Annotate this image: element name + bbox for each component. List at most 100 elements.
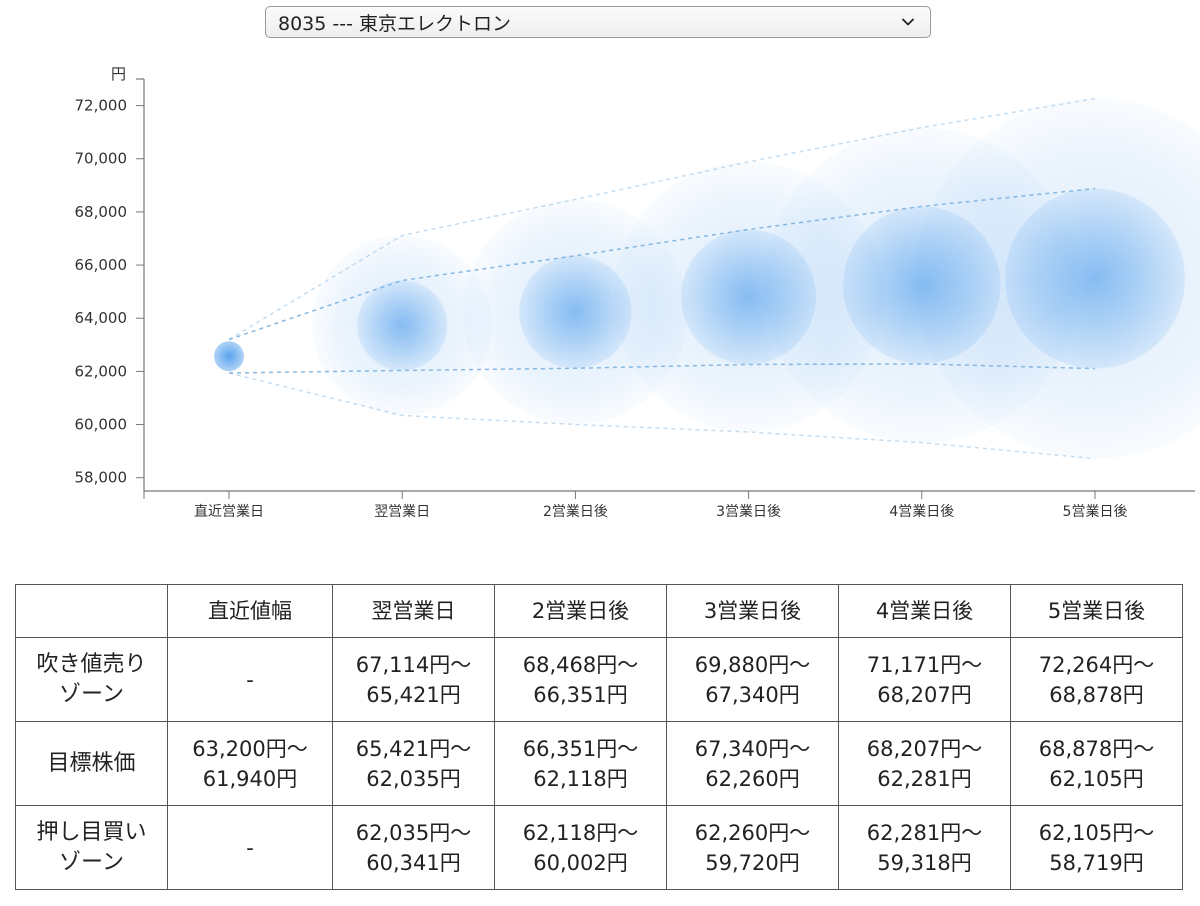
forecast-table: 直近値幅 翌営業日 2営業日後 3営業日後 4営業日後 5営業日後 吹き値売り … [15,584,1183,890]
y-tick-label: 64,000 [75,309,128,327]
row-label-line: 吹き値売り [36,651,147,677]
row-label-line: ゾーン [59,681,124,707]
cell-upper: 63,200円〜 [192,736,308,761]
cell-upper: 65,421円〜 [355,736,472,761]
table-row-target: 目標株価 63,200円〜 61,940円 65,421円〜 62,035円 66,… [15,721,1183,806]
stock-select[interactable]: 8035 --- 東京エレクトロン [265,6,931,38]
cell-value: - [246,667,254,692]
x-tick-label: 2営業日後 [543,504,608,520]
target-bubble [843,206,1001,364]
y-tick-label: 58,000 [75,469,128,487]
cell-upper: 68,468円〜 [522,652,639,677]
dashed-line-layer [228,97,1096,460]
table-cell: 67,114円〜 65,421円 [332,637,495,722]
header-cell: 5営業日後 [1010,584,1183,638]
cell-lower: 62,105円 [1049,766,1144,791]
sell-zone-upper-line [228,97,1096,341]
cell-lower: 68,878円 [1049,682,1144,707]
row-label: 目標株価 [15,721,168,806]
header-cell: 4営業日後 [838,584,1011,638]
y-tick-label: 72,000 [75,97,128,115]
table-cell: 62,105円〜 58,719円 [1010,805,1183,890]
table-cell: 62,260円〜 59,720円 [666,805,839,890]
stock-select-value: 8035 --- 東京エレクトロン [278,12,512,35]
table-cell: 62,118円〜 60,002円 [494,805,667,890]
target-layer [214,188,1186,372]
cell-value: - [246,835,254,860]
table-row-sell-zone: 吹き値売り ゾーン - 67,114円〜 65,421円 68,468円〜 66,3… [15,637,1183,722]
table-cell: 68,207円〜 62,281円 [838,721,1011,806]
cell-lower: 62,260円 [705,766,800,791]
table-cell: 66,351円〜 62,118円 [494,721,667,806]
x-tick-label: 翌営業日 [374,504,430,520]
cell-upper: 71,171円〜 [866,652,983,677]
table-row-buy-zone: 押し目買い ゾーン - 62,035円〜 60,341円 62,118円〜 60,0… [15,805,1183,890]
cell-upper: 68,878円〜 [1038,736,1155,761]
table-cell: 62,281円〜 59,318円 [838,805,1011,890]
y-tick-label: 70,000 [75,150,128,168]
cell-lower: 60,002円 [533,850,628,875]
target-bubble [1004,188,1186,369]
header-cell: 2営業日後 [494,584,667,638]
row-label-line: ゾーン [59,849,124,875]
table-cell: 62,035円〜 60,341円 [332,805,495,890]
x-tick-label: 3営業日後 [716,504,781,520]
row-label-line: 目標株価 [47,750,136,776]
cell-upper: 68,207円〜 [866,736,983,761]
cell-lower: 68,207円 [877,682,972,707]
cell-upper: 66,351円〜 [522,736,639,761]
cell-lower: 59,720円 [705,850,800,875]
target-lower-line [228,363,1096,374]
header-cell: 翌営業日 [332,584,495,638]
target-bubble [357,280,448,371]
header-cell: 直近値幅 [167,584,333,638]
y-tick-label: 68,000 [75,203,128,221]
row-label: 押し目買い ゾーン [15,805,168,890]
cell-upper: 62,281円〜 [866,820,983,845]
cell-lower: 62,281円 [877,766,972,791]
x-tick-label: 直近営業日 [194,503,264,520]
table-cell: 68,878円〜 62,105円 [1010,721,1183,806]
table-cell: 71,171円〜 68,207円 [838,637,1011,722]
table-cell: - [167,637,333,722]
table-cell: - [167,805,333,890]
cell-upper: 62,035円〜 [355,820,472,845]
cell-upper: 62,260円〜 [694,820,811,845]
y-axis-unit-label: 円 [111,65,126,83]
cell-upper: 62,105円〜 [1038,820,1155,845]
cell-lower: 62,035円 [366,766,461,791]
cell-lower: 60,341円 [366,850,461,875]
cell-upper: 72,264円〜 [1038,652,1155,677]
target-bubble [519,255,632,369]
y-tick-label: 60,000 [75,416,128,434]
current-price-point [214,341,244,372]
table-cell: 72,264円〜 68,878円 [1010,637,1183,722]
cell-lower: 66,351円 [533,682,628,707]
header-cell [15,584,168,638]
forecast-chart: 円 58,000 60,000 62,000 64,000 66,000 68,000 70,… [75,65,1200,520]
row-label: 吹き値売り ゾーン [15,637,168,722]
cell-lower: 62,118円 [533,766,628,791]
cell-upper: 67,114円〜 [355,652,472,677]
row-label-line: 押し目買い [36,819,147,845]
cell-lower: 59,318円 [877,850,972,875]
chevron-down-icon [902,18,914,26]
table-cell: 67,340円〜 62,260円 [666,721,839,806]
y-tick-label: 62,000 [75,362,128,380]
table-cell: 69,880円〜 67,340円 [666,637,839,722]
cell-lower: 67,340円 [705,682,800,707]
x-tick-label: 4営業日後 [889,504,954,520]
axis-layer: 円 58,000 60,000 62,000 64,000 66,000 68,000 70,… [75,65,1195,520]
header-cell: 3営業日後 [666,584,839,638]
cell-lower: 58,719円 [1049,850,1144,875]
cell-upper: 69,880円〜 [694,652,811,677]
y-tick-label: 66,000 [75,256,128,274]
cell-lower: 65,421円 [366,682,461,707]
target-upper-line [228,187,1096,341]
cell-upper: 67,340円〜 [694,736,811,761]
table-cell: 68,468円〜 66,351円 [494,637,667,722]
x-tick-label: 5営業日後 [1063,504,1128,520]
target-bubble [681,229,817,365]
table-header-row: 直近値幅 翌営業日 2営業日後 3営業日後 4営業日後 5営業日後 [15,584,1183,638]
cell-lower: 61,940円 [202,766,298,791]
